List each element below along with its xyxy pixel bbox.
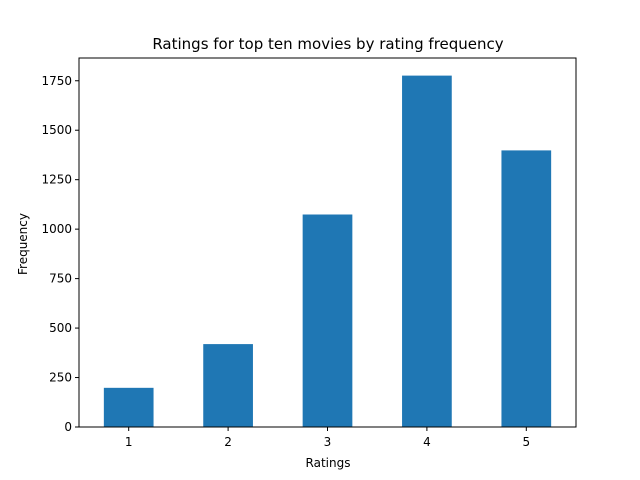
x-tick-label-5: 5 [522, 435, 530, 449]
plot-area: 1 2 3 4 5 0 250 500 750 1000 1250 1500 1750 [41, 57, 577, 449]
chart-title: Ratings for top ten movies by rating fre… [152, 35, 503, 53]
x-axis-label: Ratings [306, 456, 351, 470]
y-axis-ticks: 0 250 500 750 1000 1250 1500 1750 [41, 74, 79, 434]
x-tick-label-4: 4 [423, 435, 431, 449]
x-tick-label-2: 2 [224, 435, 232, 449]
bar-rating-2 [203, 344, 253, 427]
bar-rating-3 [302, 214, 353, 427]
y-axis-label: Frequency [16, 213, 30, 275]
y-tick-label-750: 750 [49, 272, 72, 286]
y-tick-label-250: 250 [49, 371, 72, 385]
y-tick-label-1750: 1750 [41, 74, 72, 88]
bar-rating-1 [103, 387, 154, 427]
y-tick-label-1000: 1000 [41, 222, 72, 236]
bar-rating-5 [501, 150, 552, 428]
y-tick-label-500: 500 [49, 321, 72, 335]
x-axis-ticks: 1 2 3 4 5 [125, 427, 530, 449]
bar-rating-4 [402, 75, 452, 427]
y-tick-label-1250: 1250 [41, 173, 72, 187]
x-tick-label-3: 3 [324, 435, 332, 449]
plot-frame [78, 57, 577, 428]
bars-group [103, 75, 552, 428]
y-tick-label-0: 0 [64, 420, 72, 434]
y-tick-label-1500: 1500 [41, 123, 72, 137]
x-tick-label-1: 1 [125, 435, 133, 449]
